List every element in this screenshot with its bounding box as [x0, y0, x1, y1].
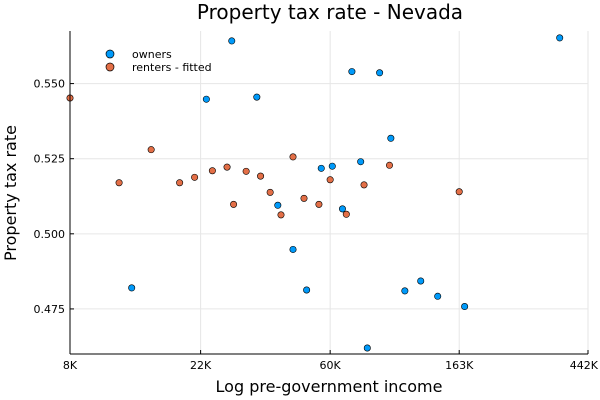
x-tick-label: 8K — [63, 359, 78, 372]
data-point — [300, 194, 308, 202]
data-point — [417, 277, 425, 285]
tick-labels: 8K 22K 60K 163K 442K 0.475 0.500 0.525 0.550 — [34, 78, 599, 372]
data-point — [274, 201, 282, 209]
axes — [69, 31, 589, 355]
data-point — [289, 245, 297, 253]
data-point — [434, 292, 442, 300]
data-point — [401, 287, 409, 295]
data-point — [208, 167, 216, 175]
data-point — [176, 179, 184, 187]
data-point — [387, 134, 395, 142]
series-1 — [66, 94, 463, 219]
data-point — [363, 344, 371, 352]
data-point — [266, 188, 274, 196]
y-tick-label: 0.525 — [34, 153, 66, 166]
legend-marker — [105, 62, 115, 72]
data-point — [289, 153, 297, 161]
data-point — [128, 284, 136, 292]
data-point — [303, 286, 311, 294]
data-point — [202, 95, 210, 103]
data-point — [191, 173, 199, 181]
data-point — [326, 176, 334, 184]
data-point — [277, 211, 285, 219]
data-point — [223, 163, 231, 171]
y-axis-label: Property tax rate — [1, 125, 20, 261]
data-point — [147, 146, 155, 154]
x-tick-label: 442K — [570, 359, 599, 372]
legend-marker — [105, 49, 115, 59]
data-point — [338, 205, 346, 213]
data-point — [228, 37, 236, 45]
data-point — [556, 34, 564, 42]
data-point — [461, 303, 469, 311]
data-point — [317, 164, 325, 172]
grid-lines — [69, 31, 589, 354]
data-point — [257, 172, 265, 180]
data-point — [360, 181, 368, 189]
data-point — [348, 68, 356, 76]
legend-label: owners — [132, 48, 172, 61]
data-point — [328, 162, 336, 170]
data-point — [357, 158, 365, 166]
chart-title: Property tax rate - Nevada — [197, 0, 463, 24]
legend-label: renters - fitted — [132, 61, 212, 74]
x-tick-label: 163K — [445, 359, 474, 372]
y-tick-label: 0.475 — [34, 303, 66, 316]
y-tick-label: 0.500 — [34, 228, 66, 241]
data-point — [315, 200, 323, 208]
data-point — [376, 69, 384, 77]
y-tick-label: 0.550 — [34, 78, 66, 91]
data-point — [342, 210, 350, 218]
data-points — [66, 34, 564, 352]
x-axis-label: Log pre-government income — [216, 377, 443, 396]
data-point — [230, 200, 238, 208]
x-tick-label: 60K — [320, 359, 342, 372]
data-point — [455, 188, 463, 196]
series-0 — [128, 34, 564, 352]
data-point — [253, 93, 261, 101]
x-tick-label: 22K — [190, 359, 212, 372]
data-point — [242, 167, 250, 175]
data-point — [385, 161, 393, 169]
data-point — [115, 179, 123, 187]
